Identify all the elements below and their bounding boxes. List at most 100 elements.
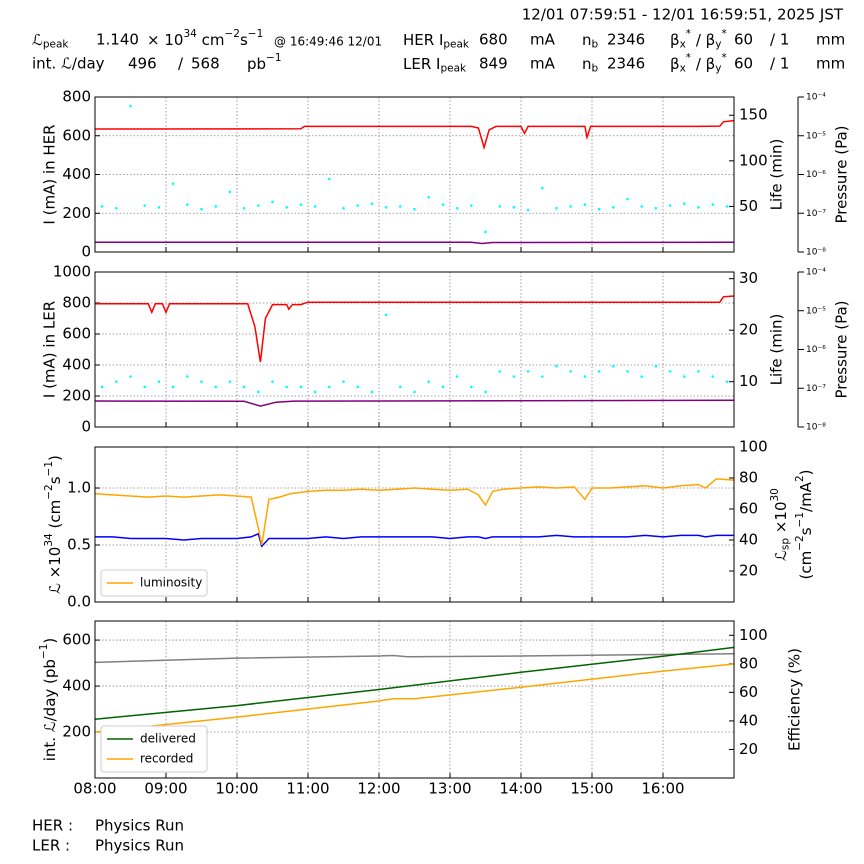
text-part: / β [691, 55, 715, 73]
series-point [143, 385, 146, 389]
y-tick-label: 0 [81, 418, 91, 436]
series-point [370, 390, 374, 394]
y-tick-label: 400 [62, 165, 91, 183]
series-point [115, 206, 118, 210]
series-point [711, 375, 714, 378]
series-point [214, 385, 217, 389]
ring-field: HER Ipeak [403, 31, 470, 51]
y3-tick-label: 10⁻⁸ [806, 248, 826, 258]
y3-label: Pressure (Pa) [833, 300, 851, 398]
text-part: 34 [183, 28, 197, 40]
y2-label: Life (min) [768, 139, 786, 211]
y2-tick-label: 50 [739, 197, 758, 215]
series-point [257, 204, 260, 207]
text-part: * [721, 28, 726, 40]
y3-label: Pressure (Pa) [833, 125, 851, 223]
x-tick-label: 15:00 [570, 780, 613, 798]
series-point [313, 205, 317, 208]
x-tick-label: 08:00 [73, 780, 116, 798]
series-point [157, 206, 161, 209]
y2-tick-label: 60 [739, 683, 758, 701]
text-part: /mA [797, 481, 815, 512]
plot-frame [94, 271, 735, 428]
y-label: ℒ ×1034 (cm−2s−1) [43, 455, 64, 594]
ring-field: 2346 [607, 31, 645, 49]
text-part: −1 [248, 28, 263, 40]
y2-tick-label: 40 [739, 531, 758, 549]
ring-field: mA [530, 31, 556, 49]
series-point [129, 104, 132, 108]
y-tick-label: 1.0 [67, 479, 91, 497]
series-point [143, 204, 146, 207]
series-point [399, 205, 402, 208]
series-point [526, 208, 530, 212]
y2-tick-label: 100 [739, 438, 768, 456]
series-point [313, 390, 317, 394]
y2-tick-label: 40 [739, 711, 758, 729]
series-point [498, 205, 502, 208]
series-point [640, 205, 643, 208]
series-point [555, 364, 558, 368]
series-point [612, 364, 615, 368]
y2-tick-label: 20 [739, 321, 758, 339]
y-tick-label: 1000 [53, 263, 91, 281]
legend-label: recorded [140, 752, 193, 766]
series-point [555, 206, 558, 210]
series-point [541, 375, 544, 378]
date-range: 12/01 07:59:51 - 12/01 16:59:51, 2025 JS… [522, 6, 844, 24]
ring-field: 680 [479, 31, 508, 49]
series-point [455, 206, 459, 210]
text-part: −1 [794, 512, 806, 527]
ring-field: 60 [734, 31, 753, 49]
x-tick-label: 09:00 [144, 780, 187, 798]
series-point [583, 203, 587, 206]
series-point [413, 390, 416, 394]
y2-tick-label: 20 [739, 740, 758, 758]
series-point [512, 206, 516, 209]
y2-tick-label: 80 [739, 469, 758, 487]
ring-field: / 1 [770, 55, 789, 73]
series-point [427, 195, 431, 199]
series-point [171, 182, 175, 185]
ring-field: nb [582, 55, 599, 75]
series-point [186, 375, 189, 378]
series-point [441, 203, 445, 206]
text-part: ) [41, 638, 59, 644]
series-point [100, 205, 104, 208]
series-point [257, 390, 260, 394]
series-point [612, 206, 615, 209]
series-point [725, 205, 729, 208]
y2-label: ℒsp ×1030 [769, 488, 792, 561]
y2-tick-label: 100 [739, 151, 768, 169]
footer-mode: Physics Run [95, 817, 184, 835]
footer-ring: LER : [32, 837, 70, 855]
text-part: ) [797, 470, 815, 476]
y-tick-label: 0.5 [67, 536, 91, 554]
text-part: x [680, 63, 686, 75]
series-point [242, 385, 246, 389]
series-point [668, 204, 672, 207]
text-part: −2 [224, 28, 239, 40]
series-point [413, 207, 416, 211]
plot-frame [94, 96, 735, 253]
legend-label: luminosity [140, 576, 202, 590]
series-line [94, 478, 735, 546]
series-point [285, 206, 289, 209]
series-point [626, 197, 629, 201]
series-line [95, 295, 735, 363]
ring-field: 2346 [607, 55, 645, 73]
y3-tick-label: 10⁻⁵ [806, 131, 826, 141]
text-part: ×10 [772, 501, 790, 537]
text-part: β [670, 31, 680, 49]
header-field: 568 [191, 55, 220, 73]
header-field: int. ℒ/day [32, 55, 105, 73]
x-tick-label: 11:00 [286, 780, 329, 798]
y3-tick-label: 10⁻⁴ [806, 93, 826, 103]
text-part: * [721, 52, 726, 64]
text-part: ℒ [32, 31, 43, 49]
series-line [94, 653, 735, 664]
series-point [384, 313, 388, 317]
y-tick-label: 400 [62, 677, 91, 695]
legend-box [100, 725, 208, 773]
